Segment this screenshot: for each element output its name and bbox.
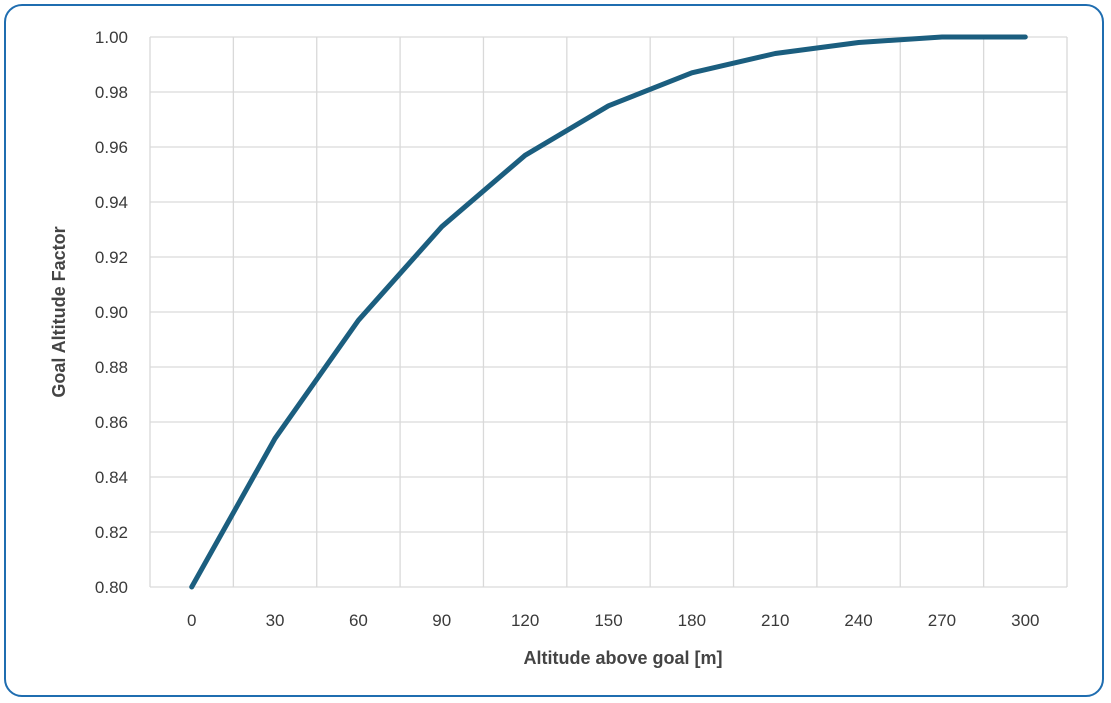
y-tick-label: 0.98 [95,83,128,102]
y-tick-label: 0.82 [95,523,128,542]
x-tick-label: 150 [594,611,622,630]
y-axis-ticks: 0.80 0.82 0.84 0.86 0.88 0.90 0.92 0.94 0.96 0.98… [95,28,128,597]
x-tick-label: 60 [349,611,368,630]
x-tick-label: 270 [928,611,956,630]
y-tick-label: 0.86 [95,413,128,432]
y-axis-title: Goal Altitude Factor [49,226,69,397]
chart-frame [4,4,1104,697]
x-tick-label: 0 [187,611,196,630]
y-tick-label: 0.96 [95,138,128,157]
series-layer [189,34,1028,590]
x-axis-title: Altitude above goal [m] [523,648,722,668]
x-axis-ticks: 0 30 60 90 120 150 180 210 240 270 300 [187,611,1040,630]
grid [149,36,1068,588]
y-tick-label: 0.84 [95,468,128,487]
y-tick-label: 0.88 [95,358,128,377]
y-tick-label: 0.92 [95,248,128,267]
x-tick-label: 90 [432,611,451,630]
x-tick-label: 180 [678,611,706,630]
y-tick-label: 1.00 [95,28,128,47]
x-tick-label: 120 [511,611,539,630]
series-line [189,34,1028,590]
y-tick-label: 0.80 [95,578,128,597]
y-tick-label: 0.94 [95,193,128,212]
y-tick-label: 0.90 [95,303,128,322]
x-tick-label: 210 [761,611,789,630]
x-tick-label: 240 [844,611,872,630]
x-tick-label: 300 [1011,611,1039,630]
x-tick-label: 30 [266,611,285,630]
